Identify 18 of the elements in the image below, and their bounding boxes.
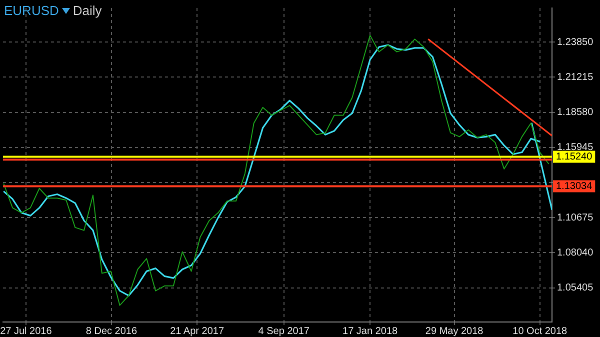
y-tick-label: 1.05405 bbox=[557, 282, 594, 294]
x-tick-label: 29 May 2018 bbox=[425, 326, 484, 337]
x-tick-label: 17 Jan 2018 bbox=[342, 326, 398, 337]
chart-title: EURUSD bbox=[4, 3, 59, 18]
x-tick-label: 10 Oct 2018 bbox=[512, 326, 568, 337]
y-tick-label: 1.18580 bbox=[557, 107, 594, 118]
x-tick-label: 8 Dec 2016 bbox=[86, 326, 138, 337]
y-tick-label: 1.21215 bbox=[557, 72, 594, 83]
ref-line-label: 1.13034 bbox=[556, 180, 593, 192]
x-tick-label: 21 Apr 2017 bbox=[170, 326, 224, 337]
y-tick-label: 1.15945 bbox=[557, 142, 594, 154]
x-tick-label: 4 Sep 2017 bbox=[258, 326, 310, 337]
ref-line-label: 1.15240 bbox=[556, 152, 593, 163]
y-tick-label: 1.10675 bbox=[557, 212, 594, 224]
chart-subtitle: Daily bbox=[72, 3, 102, 18]
x-tick-label: 27 Jul 2016 bbox=[0, 326, 52, 337]
y-tick-label: 1.08040 bbox=[557, 247, 594, 258]
y-tick-label: 1.23850 bbox=[557, 36, 594, 48]
